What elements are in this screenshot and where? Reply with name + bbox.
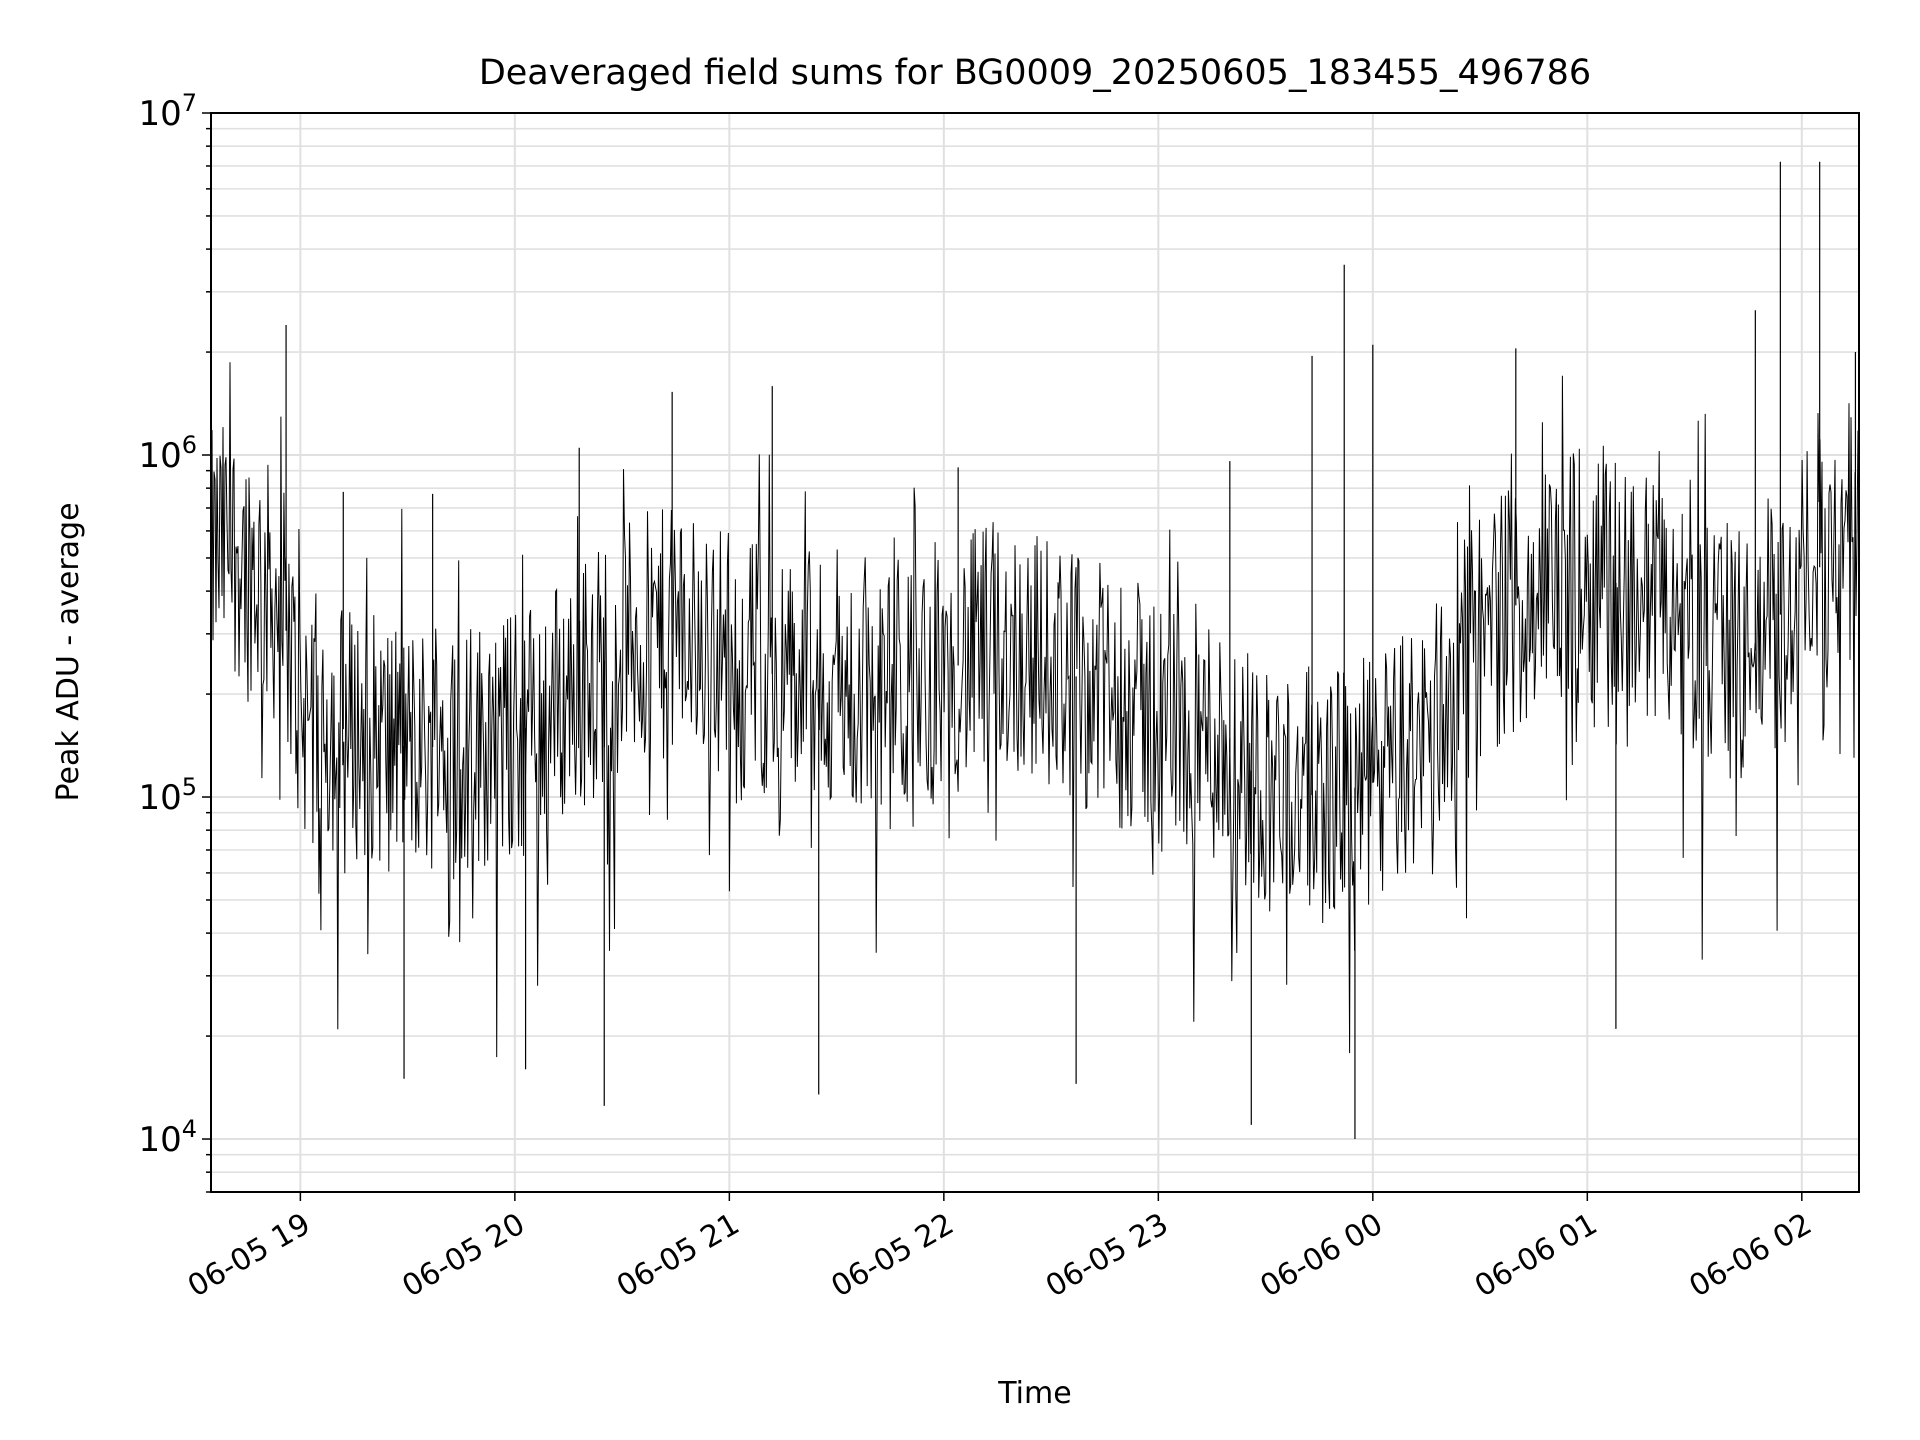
y-tick-label: 106 [138,431,197,476]
y-axis-label: Peak ADU - average [51,502,86,801]
x-axis-label: Time [997,1376,1071,1411]
plot-area-frame [210,112,1860,1193]
series-layer [210,161,1860,1140]
y-tick-label: 105 [138,773,197,818]
y-tick-label: 107 [138,89,197,134]
y-tick-label: 104 [138,1115,197,1160]
chart-title: Deaveraged field sums for BG0009_2025060… [479,53,1591,93]
series-line [210,362,1860,1058]
grid [211,113,1859,1193]
